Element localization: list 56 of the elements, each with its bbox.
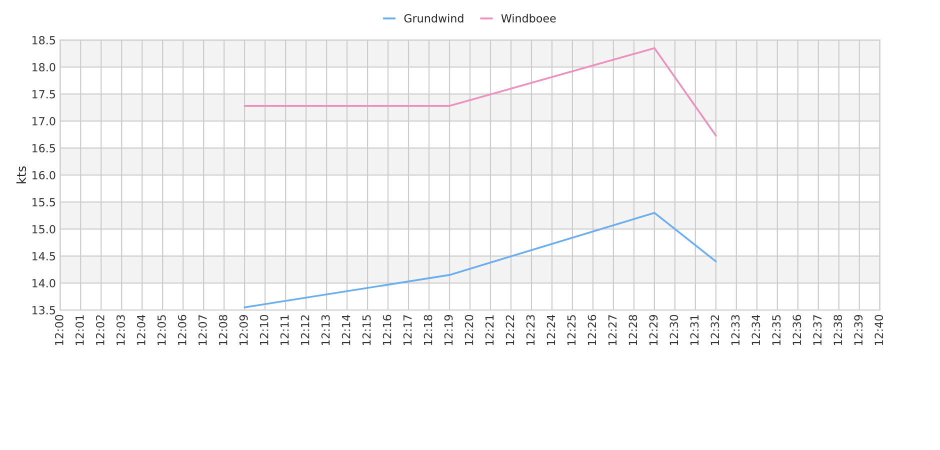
x-tick-label: 12:22 xyxy=(506,315,514,346)
x-tick-label: 12:17 xyxy=(403,315,412,346)
x-tick-label: 12:29 xyxy=(649,315,658,346)
x-tick-label: 12:25 xyxy=(567,315,576,346)
x-tick-label: 12:32 xyxy=(710,315,720,346)
x-tick-label: 12:36 xyxy=(792,314,802,346)
x-tick-label: 12:00 xyxy=(54,314,64,346)
y-tick-label: 16.0 xyxy=(32,171,56,180)
x-tick-label: 12:31 xyxy=(690,315,699,346)
y-tick-label: 14.0 xyxy=(32,279,56,288)
x-tick-label: 12:10 xyxy=(260,314,268,346)
x-tick-label: 12:19 xyxy=(444,315,453,346)
x-tick-label: 12:08 xyxy=(218,314,228,346)
x-tick-label: 12:02 xyxy=(96,315,104,346)
y-tick-label: 18.0 xyxy=(32,63,56,72)
x-tick-label: 12:30 xyxy=(670,314,678,346)
x-tick-label: 12:11 xyxy=(280,315,289,346)
x-tick-label: 12:06 xyxy=(178,314,186,346)
x-tick-label: 12:40 xyxy=(874,314,884,346)
x-tick-label: 12:15 xyxy=(362,315,371,346)
x-tick-label: 12:35 xyxy=(772,315,781,346)
x-tick-label: 12:18 xyxy=(424,314,432,346)
y-tick-label: 13.5 xyxy=(32,306,56,314)
x-tick-label: 12:12 xyxy=(300,315,310,346)
x-tick-label: 12:16 xyxy=(382,314,392,346)
x-tick-label: 12:13 xyxy=(321,315,330,346)
x-tick-label: 12:28 xyxy=(628,314,638,346)
x-tick-label: 12:14 xyxy=(342,314,350,346)
x-tick-label: 12:03 xyxy=(116,315,125,346)
legend-label: Windboee xyxy=(501,14,556,22)
x-tick-label: 12:07 xyxy=(198,315,207,346)
x-tick-label: 12:37 xyxy=(813,315,822,346)
line-series xyxy=(244,212,717,308)
y-tick-label: 17.0 xyxy=(32,117,56,126)
x-tick-label: 12:26 xyxy=(588,314,596,346)
y-tick-label: 18.5 xyxy=(32,36,56,44)
x-tick-label: 12:34 xyxy=(752,314,760,346)
y-tick-label: 15.0 xyxy=(32,225,56,234)
y-tick-label: 14.5 xyxy=(32,252,56,260)
x-tick-label: 12:09 xyxy=(239,315,248,346)
x-tick-label: 12:20 xyxy=(464,314,474,346)
y-axis-title: kts xyxy=(16,166,26,184)
y-tick-label: 16.5 xyxy=(32,144,56,152)
x-tick-label: 12:38 xyxy=(834,314,842,346)
x-tick-label: 12:01 xyxy=(75,315,84,346)
x-tick-label: 12:24 xyxy=(546,314,556,346)
x-tick-label: 12:21 xyxy=(485,315,494,346)
x-tick-label: 12:33 xyxy=(731,315,740,346)
x-tick-label: 12:05 xyxy=(157,315,166,346)
legend-label: Grundwind xyxy=(404,14,464,22)
y-tick-label: 15.5 xyxy=(32,198,56,206)
x-tick-label: 12:23 xyxy=(526,315,535,346)
x-tick-label: 12:27 xyxy=(608,315,617,346)
x-tick-label: 12:04 xyxy=(136,314,146,346)
x-tick-label: 12:39 xyxy=(854,315,863,346)
y-tick-label: 17.5 xyxy=(32,90,56,98)
